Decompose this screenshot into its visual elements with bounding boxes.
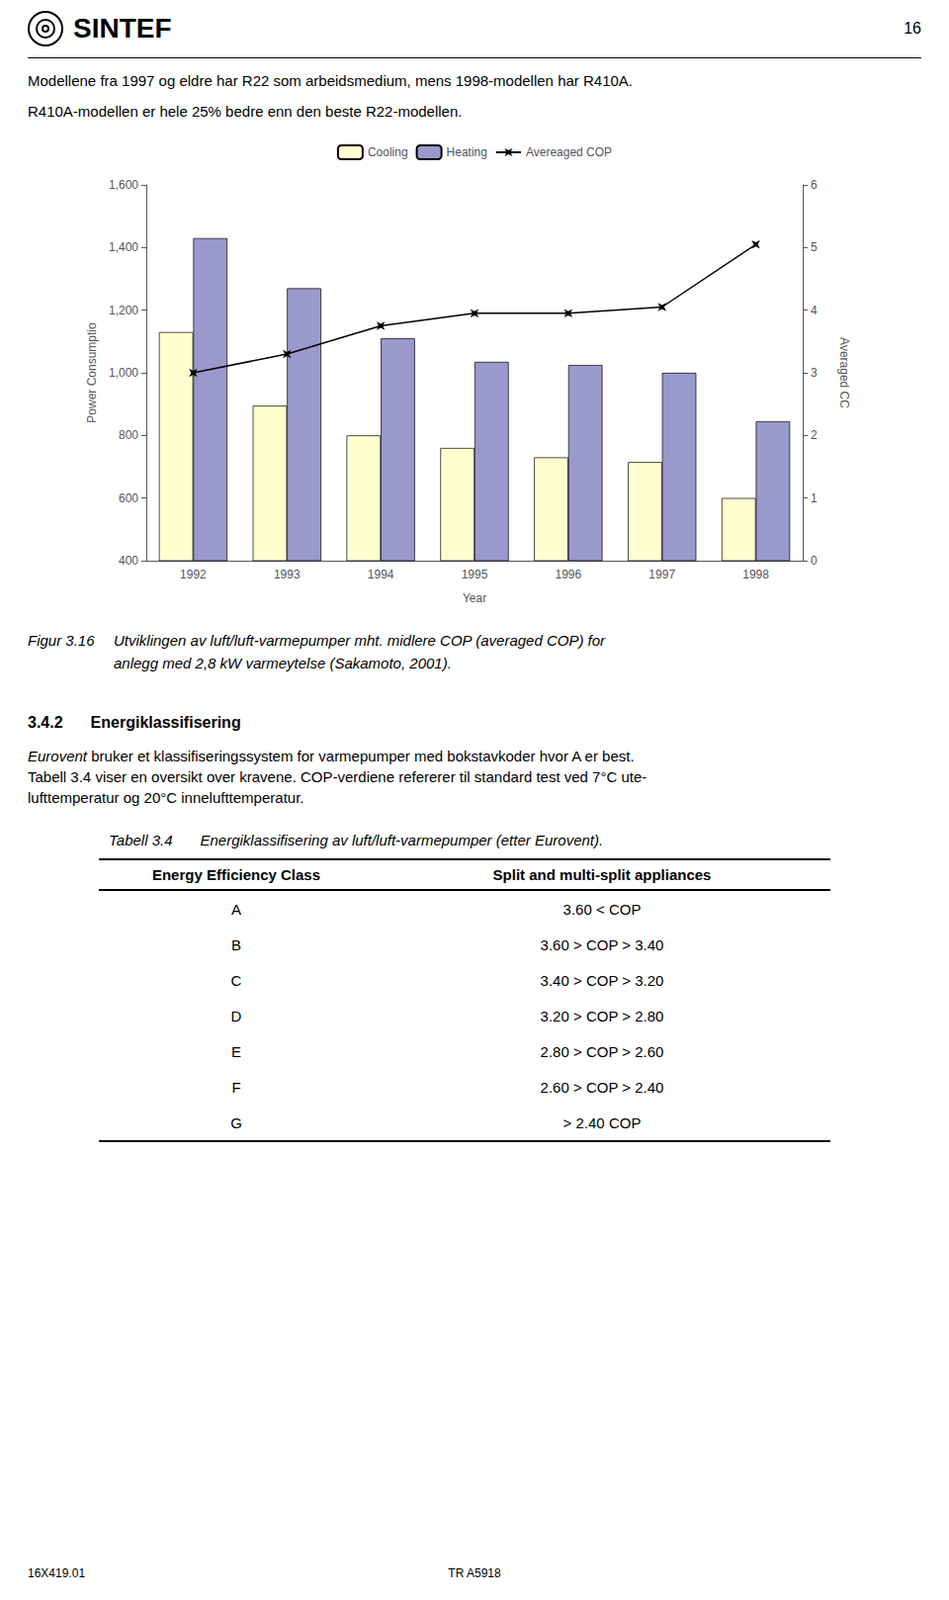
html-text:Modellene fra 1997 og eldre ha: Modellene fra 1997 og eldre har R22 som …	[27, 72, 633, 89]
svg-text:Power Consumptio: Power Consumptio	[85, 322, 99, 424]
svg-text:800: 800	[118, 428, 139, 442]
html-text:3.60 < COP: 3.60 < COP	[563, 900, 641, 917]
svg-text:400: 400	[118, 553, 139, 568]
html-text:A: A	[231, 900, 242, 917]
svg-text:1997: 1997	[648, 567, 676, 582]
svg-text:1994: 1994	[367, 567, 395, 582]
html-text:SINTEF: SINTEF	[73, 12, 172, 44]
html-text:16X419.01: 16X419.01	[27, 1565, 86, 1580]
html-text:D: D	[230, 1006, 242, 1024]
html-text:F: F	[231, 1078, 241, 1095]
html-text:C: C	[230, 971, 242, 989]
svg-text:Avereaged COP: Avereaged COP	[525, 145, 612, 160]
html-text:E: E	[231, 1042, 242, 1060]
svg-text:1,000: 1,000	[108, 365, 139, 380]
html-text:Tabell 3.4 viser en oversikt o: Tabell 3.4 viser en oversikt over kraven…	[27, 768, 647, 785]
svg-text:4: 4	[810, 303, 818, 318]
html-text:3.20 > COP > 2.80: 3.20 > COP > 2.80	[540, 1006, 664, 1024]
html-text:3.4.2: 3.4.2	[27, 713, 63, 731]
html-text:R410A-modellen er hele 25% bed: R410A-modellen er hele 25% bedre enn den…	[27, 102, 463, 120]
html-text:Energiklassifisering: Energiklassifisering	[90, 713, 241, 731]
html-text:> 2.40 COP: > 2.40 COP	[563, 1113, 641, 1131]
svg-text:2: 2	[810, 428, 818, 442]
svg-text:Heating: Heating	[446, 145, 488, 160]
svg-text:Averaged CC: Averaged CC	[837, 337, 852, 409]
svg-text:3: 3	[810, 365, 818, 380]
svg-text:1993: 1993	[273, 567, 301, 582]
svg-text:600: 600	[118, 491, 139, 506]
html-text:2.60 > COP > 2.40: 2.60 > COP > 2.40	[540, 1078, 664, 1095]
html-text:16: 16	[903, 19, 922, 37]
svg-text:1995: 1995	[461, 567, 489, 582]
html-text:3.60 > COP > 3.40: 3.60 > COP > 3.40	[540, 935, 664, 953]
svg-text:Year: Year	[462, 591, 487, 605]
html-text:Tabell 3.4: Tabell 3.4	[108, 831, 173, 849]
html-text:2.80 > COP > 2.60: 2.80 > COP > 2.60	[540, 1042, 664, 1060]
svg-text:1,400: 1,400	[108, 240, 139, 255]
html-text:Utviklingen av luft/luft-varme: Utviklingen av luft/luft-varmepumper mht…	[113, 631, 606, 671]
html-text:TR A5918: TR A5918	[448, 1565, 501, 1580]
svg-text:5: 5	[810, 240, 818, 255]
html-text:lufttemperatur og 20°C inneluf: lufttemperatur og 20°C innelufttemperatu…	[27, 788, 304, 806]
html-text:B: B	[231, 935, 242, 953]
html-text:G: G	[230, 1113, 242, 1131]
svg-text:0: 0	[810, 553, 818, 568]
svg-text:Cooling: Cooling	[367, 145, 409, 160]
svg-text:1,200: 1,200	[108, 303, 139, 318]
html-text:Eurovent bruker et klassifiser: Eurovent bruker et klassifiseringssystem…	[27, 747, 635, 765]
html-text:Energiklassifisering av luft/l: Energiklassifisering av luft/luft-varmep…	[200, 831, 604, 849]
svg-text:1998: 1998	[742, 567, 770, 582]
html-text:Figur 3.16: Figur 3.16	[27, 631, 95, 649]
html-text:Split and multi-split applianc: Split and multi-split appliances	[492, 865, 712, 883]
html-text:Energy Efficiency Class: Energy Efficiency Class	[152, 865, 321, 883]
svg-text:1: 1	[810, 491, 818, 506]
svg-text:6: 6	[810, 177, 818, 192]
svg-text:1992: 1992	[179, 567, 207, 582]
html-text:3.40 > COP > 3.20: 3.40 > COP > 3.20	[540, 971, 664, 989]
svg-text:1996: 1996	[555, 567, 583, 582]
svg-text:1,600: 1,600	[108, 177, 139, 192]
